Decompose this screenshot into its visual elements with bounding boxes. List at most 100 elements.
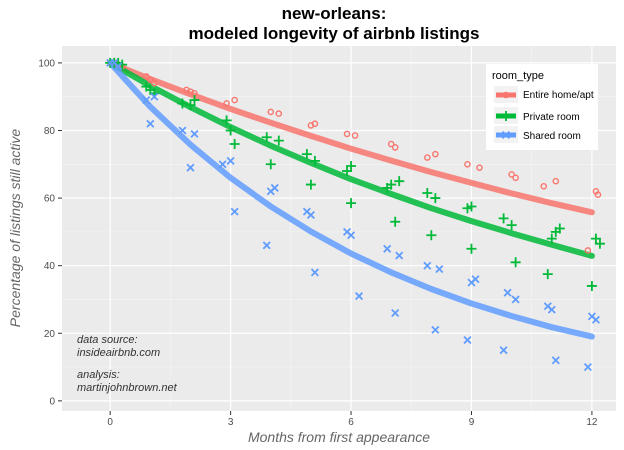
legend-key-marker-entire-home — [502, 91, 510, 99]
point-private-room — [229, 139, 240, 150]
point-shared-room — [114, 62, 123, 71]
legend-key-marker-private-room — [501, 111, 511, 121]
point-private-room — [309, 155, 320, 166]
point-shared-room — [270, 183, 279, 192]
point-entire-home — [432, 150, 439, 158]
legend-key-marker-shared-room — [501, 130, 511, 140]
point-private-room — [430, 193, 441, 204]
y-axis-ticks: 0 20 40 60 80 100 — [38, 58, 62, 407]
point-private-room — [342, 166, 353, 177]
point-private-room — [346, 160, 357, 171]
legend-label-entire-home: Entire home/apt — [523, 90, 594, 101]
y-tick-label: 20 — [44, 329, 56, 340]
point-entire-home — [267, 108, 275, 116]
point-entire-home — [275, 110, 283, 117]
point-shared-room — [218, 160, 227, 169]
point-shared-room — [395, 251, 404, 260]
point-entire-home — [552, 177, 560, 185]
point-private-room — [305, 179, 316, 190]
point-entire-home — [464, 160, 471, 168]
point-private-room — [177, 98, 188, 109]
point-shared-room — [547, 305, 556, 314]
point-entire-home — [387, 140, 395, 148]
legend-label-shared-room: Shared room — [523, 131, 581, 142]
x-tick-label: 9 — [469, 417, 475, 428]
point-shared-room — [150, 92, 159, 101]
y-tick-label: 80 — [44, 126, 56, 137]
point-entire-home — [343, 130, 351, 138]
annotation-data-source-line-2: insideairbnb.com — [77, 347, 160, 359]
point-private-room — [498, 213, 509, 224]
x-axis-title: Months from first appearance — [248, 429, 430, 445]
point-shared-room — [190, 129, 199, 138]
point-private-room — [225, 125, 236, 136]
point-entire-home — [391, 144, 399, 151]
x-tick-label: 0 — [107, 417, 113, 428]
point-shared-room — [226, 156, 235, 165]
annotation-analysis: analysis: martinjohnbrown.net — [77, 369, 178, 394]
point-shared-room — [391, 308, 400, 318]
point-entire-home — [231, 96, 238, 104]
point-private-room — [426, 230, 437, 241]
chart-title-line-1: new-orleans: — [282, 4, 387, 23]
point-private-room — [273, 135, 284, 146]
point-private-room — [394, 176, 405, 187]
point-shared-room — [511, 295, 520, 304]
point-private-room — [506, 220, 517, 231]
point-entire-home — [540, 182, 548, 190]
point-private-room — [594, 238, 605, 249]
point-private-room — [301, 149, 312, 160]
point-entire-home — [508, 171, 515, 178]
point-private-room — [386, 179, 397, 190]
y-tick-label: 0 — [49, 396, 55, 407]
point-private-room — [185, 100, 196, 111]
legend-label-private-room: Private room — [523, 112, 580, 123]
chart-title-line-2: modeled longevity of airbnb listings — [189, 24, 480, 43]
point-shared-room — [347, 231, 356, 240]
point-private-room — [546, 233, 557, 244]
point-shared-room — [431, 325, 440, 334]
point-entire-home — [584, 247, 592, 254]
point-entire-home — [151, 79, 158, 87]
point-shared-room — [310, 268, 319, 277]
point-entire-home — [223, 100, 230, 107]
curve-shared-room — [107, 59, 595, 340]
point-shared-room — [262, 241, 271, 250]
point-private-room — [189, 95, 200, 106]
point-shared-room — [230, 207, 239, 216]
point-private-room — [466, 201, 477, 212]
point-private-room — [261, 132, 272, 143]
point-shared-room — [463, 335, 472, 345]
point-shared-room — [551, 356, 560, 365]
legend: room_type Entire home/apt Private room S… — [486, 64, 598, 150]
point-private-room — [390, 216, 401, 227]
point-shared-room — [503, 288, 512, 297]
point-entire-home — [424, 154, 431, 161]
point-shared-room — [583, 363, 592, 372]
x-tick-label: 6 — [348, 417, 354, 428]
annotation-analysis-line-1: analysis: — [77, 369, 120, 381]
point-entire-home — [476, 164, 483, 171]
legend-keys — [494, 86, 518, 143]
point-shared-room — [355, 292, 364, 301]
point-shared-room — [186, 163, 195, 172]
x-tick-label: 12 — [586, 417, 598, 428]
y-axis-title: Percentage of listings still active — [7, 129, 23, 328]
annotation-data-source-line-1: data source: — [77, 334, 138, 346]
point-entire-home — [594, 191, 602, 199]
point-private-room — [586, 280, 597, 291]
point-entire-home — [147, 76, 154, 84]
point-shared-room — [423, 261, 432, 270]
point-private-room — [221, 115, 232, 126]
y-tick-label: 40 — [44, 261, 56, 272]
point-entire-home — [351, 132, 359, 139]
point-entire-home — [311, 120, 319, 128]
x-tick-label: 3 — [228, 417, 234, 428]
point-private-room — [422, 188, 433, 199]
point-shared-room — [306, 210, 315, 220]
annotation-analysis-line-2: martinjohnbrown.net — [77, 382, 178, 394]
point-entire-home — [512, 174, 519, 182]
point-shared-room — [591, 315, 600, 324]
legend-title: room_type — [492, 70, 544, 82]
